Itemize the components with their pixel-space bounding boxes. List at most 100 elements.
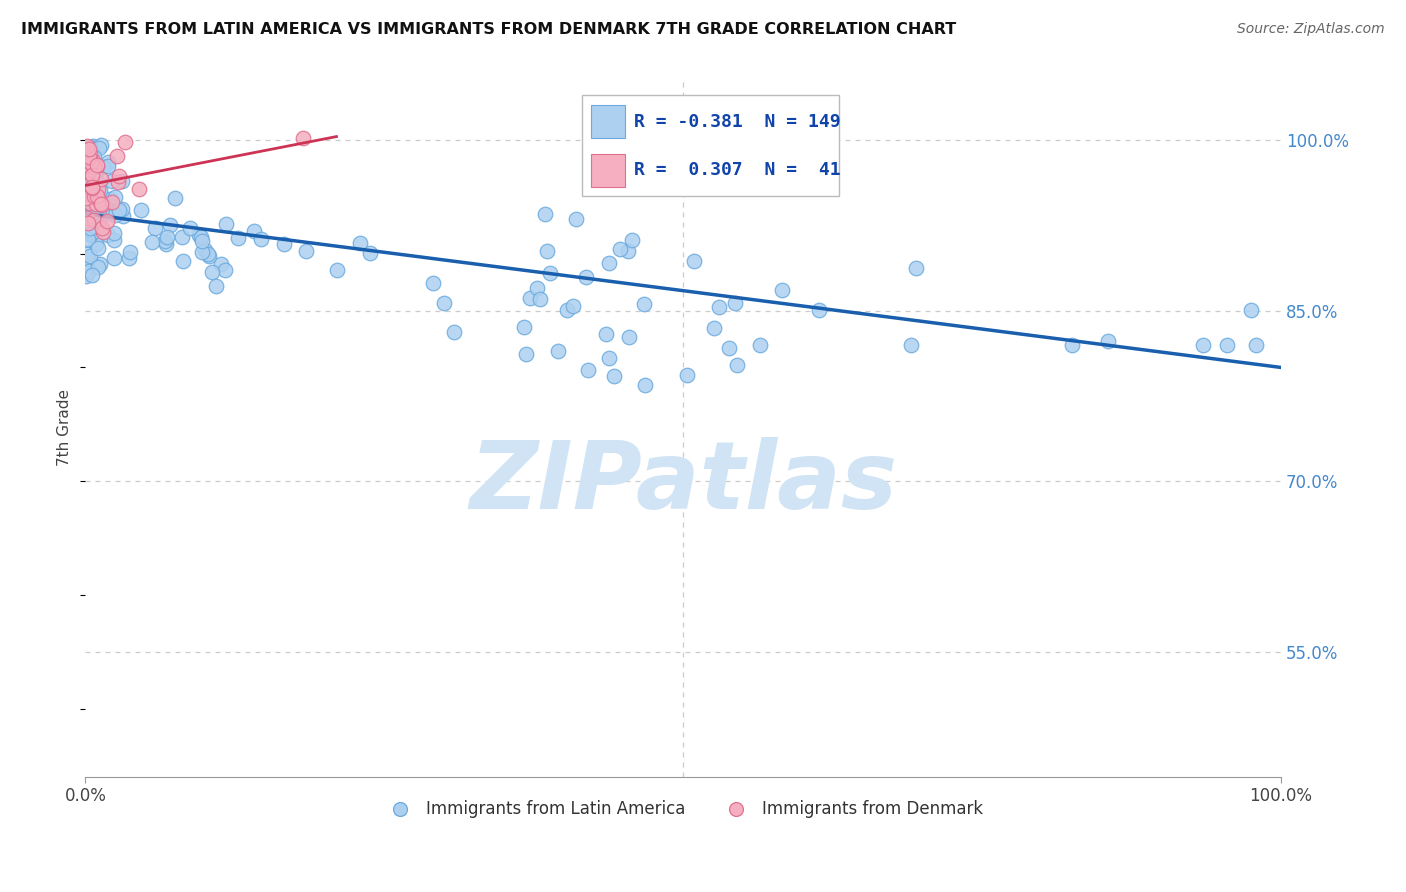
- Point: [80, 172, 103, 186]
- Point: [214, 263, 236, 277]
- Point: [190, 230, 212, 244]
- Point: [76, 216, 98, 230]
- Point: [1192, 337, 1215, 351]
- Point: [80, 176, 103, 190]
- Point: [77, 232, 100, 246]
- Legend: Immigrants from Latin America, Immigrants from Denmark: Immigrants from Latin America, Immigrant…: [377, 793, 990, 824]
- Text: ZIPatlas: ZIPatlas: [470, 437, 897, 529]
- Point: [107, 202, 129, 217]
- Point: [621, 233, 644, 247]
- Point: [683, 254, 706, 268]
- Point: [80, 227, 103, 242]
- Point: [80, 161, 103, 175]
- Point: [87, 214, 110, 228]
- Point: [295, 244, 318, 258]
- Point: [675, 368, 697, 382]
- Point: [538, 266, 561, 280]
- FancyBboxPatch shape: [582, 95, 838, 196]
- Point: [91, 160, 114, 174]
- Point: [79, 147, 101, 161]
- Point: [77, 222, 100, 236]
- Point: [75, 191, 97, 205]
- Point: [101, 174, 124, 188]
- Point: [79, 178, 101, 192]
- Point: [359, 246, 381, 260]
- Point: [80, 148, 103, 162]
- Point: [83, 150, 105, 164]
- Point: [291, 130, 314, 145]
- Point: [86, 193, 108, 207]
- Point: [156, 230, 179, 244]
- Point: [191, 235, 214, 249]
- Text: IMMIGRANTS FROM LATIN AMERICA VS IMMIGRANTS FROM DENMARK 7TH GRADE CORRELATION C: IMMIGRANTS FROM LATIN AMERICA VS IMMIGRA…: [21, 22, 956, 37]
- Point: [1240, 303, 1263, 318]
- Point: [108, 169, 131, 183]
- Point: [1216, 337, 1239, 351]
- Point: [273, 237, 295, 252]
- Point: [565, 211, 588, 226]
- Point: [97, 154, 120, 169]
- Point: [77, 264, 100, 278]
- Point: [80, 179, 103, 194]
- Point: [79, 140, 101, 154]
- Point: [82, 181, 104, 195]
- Point: [159, 218, 181, 232]
- Point: [90, 172, 112, 186]
- Point: [562, 299, 585, 313]
- Point: [76, 247, 98, 261]
- Point: [172, 254, 194, 268]
- Point: [107, 175, 129, 189]
- Point: [191, 245, 214, 260]
- Point: [82, 139, 104, 153]
- Point: [89, 194, 111, 208]
- Bar: [591, 153, 624, 187]
- Point: [153, 235, 176, 249]
- Point: [155, 237, 177, 252]
- Point: [75, 269, 97, 284]
- Point: [86, 188, 108, 202]
- Point: [80, 204, 103, 219]
- Point: [526, 281, 548, 295]
- Point: [89, 141, 111, 155]
- Point: [89, 183, 111, 197]
- Point: [86, 241, 108, 255]
- Point: [98, 192, 121, 206]
- Point: [75, 262, 97, 277]
- Point: [725, 359, 748, 373]
- Point: [82, 212, 104, 227]
- Point: [111, 174, 134, 188]
- Point: [75, 158, 97, 172]
- Point: [443, 325, 465, 339]
- Point: [83, 189, 105, 203]
- Point: [634, 378, 657, 392]
- Point: [79, 156, 101, 170]
- Point: [197, 247, 219, 261]
- Point: [84, 210, 107, 224]
- Point: [75, 168, 97, 182]
- Point: [103, 226, 125, 240]
- Point: [76, 211, 98, 225]
- Point: [101, 195, 124, 210]
- Point: [103, 233, 125, 247]
- Point: [807, 303, 830, 318]
- Point: [80, 180, 103, 194]
- Point: [1062, 337, 1084, 351]
- Point: [609, 242, 631, 256]
- Point: [598, 256, 620, 270]
- Point: [194, 244, 217, 258]
- Text: R =  0.307  N =  41: R = 0.307 N = 41: [634, 161, 841, 179]
- Point: [100, 206, 122, 220]
- Point: [80, 188, 103, 202]
- Point: [76, 198, 98, 212]
- Point: [79, 177, 101, 191]
- Point: [215, 217, 238, 231]
- Point: [79, 161, 101, 175]
- Point: [515, 347, 537, 361]
- Point: [598, 351, 620, 366]
- Point: [84, 197, 107, 211]
- Point: [1097, 334, 1119, 348]
- Point: [104, 190, 127, 204]
- Point: [103, 251, 125, 265]
- Point: [111, 202, 134, 216]
- Point: [98, 194, 121, 209]
